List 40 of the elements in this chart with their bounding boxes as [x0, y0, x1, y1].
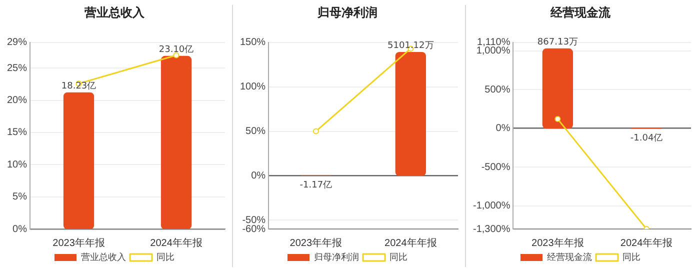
- y-tick-label: 100%: [240, 82, 266, 93]
- y-tick-label: 0%: [12, 224, 28, 235]
- legend-label: 营业总收入: [81, 252, 126, 262]
- y-tick-label: 50%: [246, 126, 266, 138]
- y-tick-label: 0%: [496, 123, 510, 134]
- chart-title: 经营现金流: [550, 5, 612, 20]
- y-tick-label: -60%: [242, 224, 266, 235]
- data-label: 5101.12万: [388, 41, 434, 52]
- x-tick-label: 2023年年报: [52, 236, 105, 249]
- y-tick-label: 500%: [484, 84, 510, 96]
- data-label: 18.23亿: [61, 80, 96, 92]
- legend-label: 经营现金流: [547, 252, 592, 262]
- chart-title: 归母净利润: [316, 5, 378, 20]
- x-tick-label: 2023年年报: [532, 236, 584, 249]
- legend-label: 同比: [156, 252, 174, 262]
- x-tick-label: 2024年年报: [620, 236, 673, 249]
- y-tick-label: -50%: [242, 214, 266, 226]
- y-tick-label: 5%: [12, 192, 28, 203]
- data-label: -1.04亿: [630, 132, 663, 144]
- legend-label: 同比: [622, 252, 640, 262]
- y-tick-label: 15%: [7, 127, 28, 138]
- y-tick-label: 29%: [7, 37, 28, 48]
- chart-title: 营业总收入: [84, 5, 146, 20]
- legend-label: 归母净利润: [314, 252, 359, 262]
- y-tick-label: 20%: [7, 95, 28, 106]
- data-label: 23.10亿: [158, 44, 194, 56]
- y-tick-label: 0%: [251, 170, 266, 182]
- x-tick-label: 2024年年报: [384, 236, 437, 249]
- y-tick-label: -1,300%: [472, 224, 510, 235]
- x-tick-label: 2023年年报: [290, 236, 342, 249]
- data-label: -1.17亿: [300, 180, 332, 191]
- legend-label: 同比: [390, 252, 408, 262]
- y-tick-label: -500%: [481, 162, 510, 173]
- y-tick-label: 10%: [7, 159, 28, 170]
- y-tick-label: 1,000%: [476, 46, 510, 57]
- y-tick-label: 25%: [7, 62, 28, 74]
- data-label: 867.13万: [537, 38, 578, 48]
- y-tick-label: -1,000%: [472, 200, 510, 212]
- x-tick-label: 2024年年报: [150, 236, 202, 249]
- y-tick-label: 150%: [240, 37, 266, 48]
